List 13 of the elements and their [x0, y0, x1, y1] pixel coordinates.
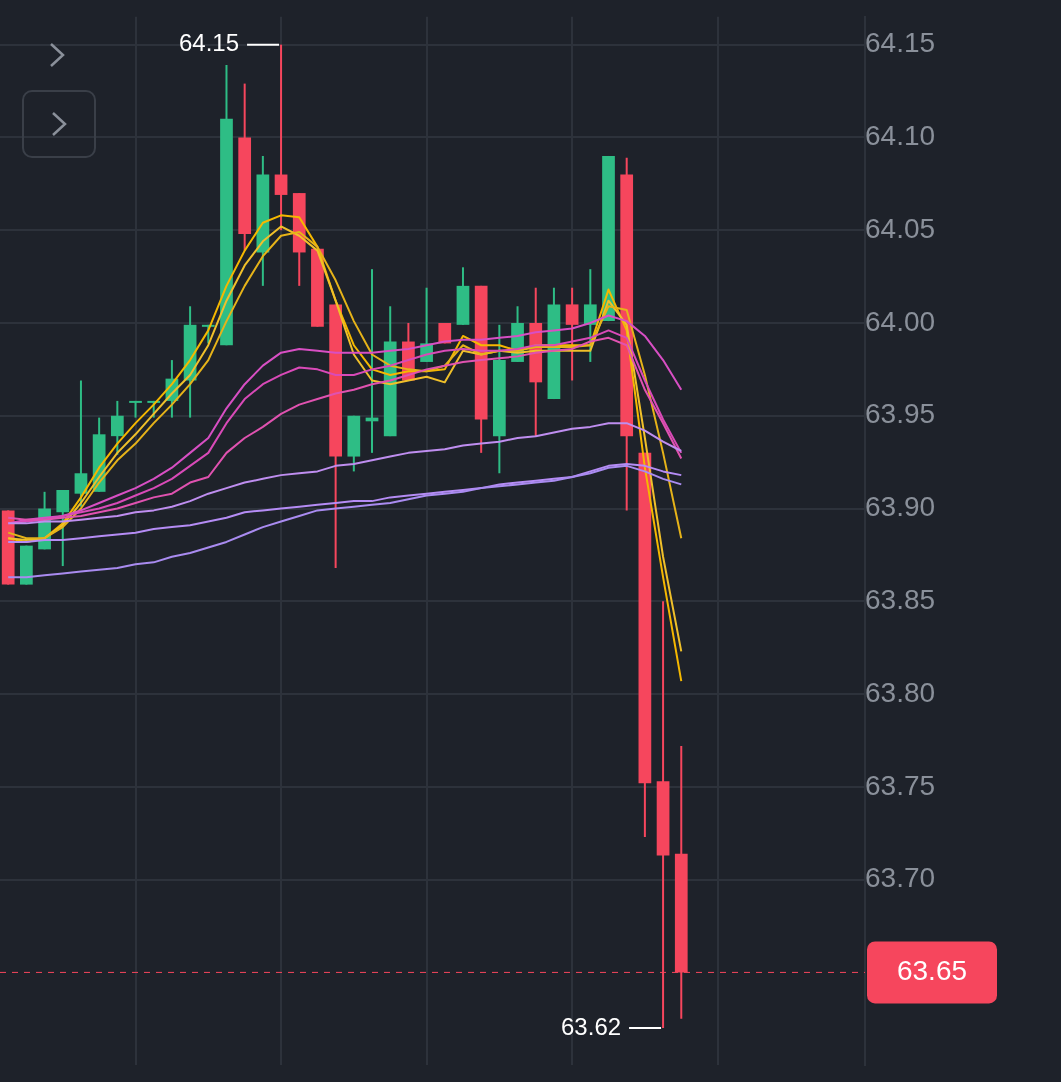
y-tick-label: 63.95 — [865, 398, 936, 430]
y-tick-label: 63.70 — [865, 862, 936, 894]
y-tick-label: 64.00 — [865, 305, 936, 337]
y-tick-label: 63.90 — [865, 491, 936, 523]
annotation: 64.15 — [178, 29, 240, 57]
y-tick-label: 63.80 — [865, 676, 936, 708]
y-tick-label: 63.85 — [865, 584, 936, 616]
y-tick-label: 63.75 — [865, 769, 936, 801]
annotation: 63.62 — [561, 1012, 622, 1040]
ref-line-label: 63.65 — [896, 955, 968, 987]
y-tick-label: 64.10 — [865, 120, 936, 152]
y-tick-label: 64.05 — [865, 212, 936, 244]
y-tick-label: 64.15 — [865, 27, 936, 59]
